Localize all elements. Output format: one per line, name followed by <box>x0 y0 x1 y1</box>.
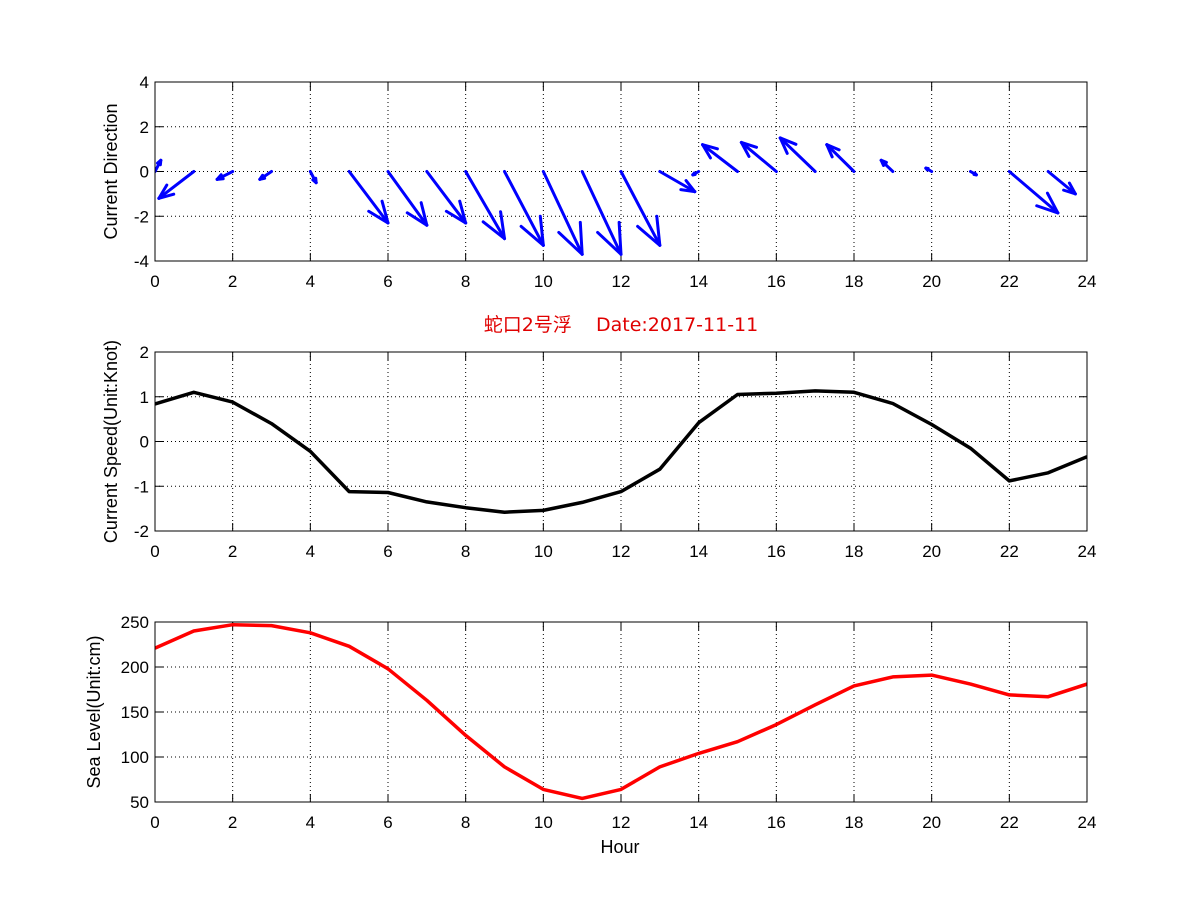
x-tick-label: 2 <box>228 542 237 561</box>
quiver-arrow <box>778 136 817 173</box>
x-tick-label: 12 <box>612 272 631 291</box>
x-tick-label: 16 <box>767 272 786 291</box>
x-tick-label: 4 <box>306 272 315 291</box>
y-tick-label: -4 <box>134 252 149 271</box>
x-tick-label: 8 <box>461 542 470 561</box>
y-axis-label: Sea Level(Unit:cm) <box>84 635 104 788</box>
x-tick-label: 20 <box>922 542 941 561</box>
quiver-arrow <box>619 170 662 247</box>
quiver-arrow <box>541 170 584 256</box>
x-tick-label: 4 <box>306 813 315 832</box>
y-tick-label: 100 <box>121 748 149 767</box>
x-tick-label: 16 <box>767 542 786 561</box>
x-tick-label: 24 <box>1078 542 1097 561</box>
y-tick-label: 50 <box>130 793 149 812</box>
chart-title: 蛇口2号浮 Date:2017-11-11 <box>484 314 758 336</box>
x-tick-label: 22 <box>1000 272 1019 291</box>
y-tick-label: 2 <box>140 118 149 137</box>
quiver-arrow <box>308 170 318 185</box>
x-tick-label: 20 <box>922 813 941 832</box>
axes-frame <box>154 351 1088 532</box>
x-tick-label: 2 <box>228 813 237 832</box>
x-tick-label: 22 <box>1000 813 1019 832</box>
y-tick-label: 4 <box>140 73 149 92</box>
series-line <box>155 389 1087 514</box>
x-tick-label: 8 <box>461 813 470 832</box>
quiver-arrow <box>157 170 196 200</box>
x-tick-label: 10 <box>534 542 553 561</box>
quiver-arrow <box>924 166 934 173</box>
axes-frame <box>154 621 1088 803</box>
quiver-arrow <box>155 158 163 173</box>
quiver-arrow <box>658 170 697 194</box>
quiver-arrow <box>503 170 545 247</box>
y-tick-label: 0 <box>140 433 149 452</box>
quiver-arrow <box>347 170 390 225</box>
quiver-arrow <box>879 158 895 173</box>
x-tick-label: 12 <box>612 542 631 561</box>
y-axis-label: Current Direction <box>101 103 121 239</box>
quiver-arrow <box>825 143 856 173</box>
x-tick-label: 14 <box>689 542 708 561</box>
x-tick-label: 24 <box>1078 272 1097 291</box>
quiver-arrow <box>1046 170 1077 196</box>
quiver-arrow <box>386 170 429 227</box>
x-tick-label: 24 <box>1078 813 1097 832</box>
quiver-arrow <box>691 170 701 177</box>
x-tick-label: 18 <box>845 542 864 561</box>
y-tick-label: 150 <box>121 703 149 722</box>
quiver-arrow <box>215 170 235 181</box>
x-tick-label: 22 <box>1000 542 1019 561</box>
x-tick-label: 0 <box>150 813 159 832</box>
x-tick-label: 14 <box>689 813 708 832</box>
x-tick-label: 10 <box>534 272 553 291</box>
x-tick-label: 4 <box>306 542 315 561</box>
x-tick-label: 0 <box>150 272 159 291</box>
y-tick-label: 1 <box>140 388 149 407</box>
x-tick-label: 10 <box>534 813 553 832</box>
quiver-arrow <box>258 170 273 181</box>
quiver-arrow <box>464 170 506 241</box>
x-tick-label: 8 <box>461 272 470 291</box>
quiver-arrow <box>580 170 623 256</box>
y-tick-label: 200 <box>121 658 149 677</box>
series-group <box>155 136 1077 256</box>
y-tick-label: -1 <box>134 477 149 496</box>
x-tick-label: 6 <box>383 272 392 291</box>
x-tick-label: 14 <box>689 272 708 291</box>
quiver-arrow <box>969 170 978 177</box>
x-tick-label: 6 <box>383 542 392 561</box>
y-axis-label: Current Speed(Unit:Knot) <box>101 340 121 543</box>
x-tick-label: 6 <box>383 813 392 832</box>
y-tick-label: 0 <box>140 163 149 182</box>
x-axis-label: Hour <box>600 837 639 857</box>
quiver-arrow <box>1007 170 1060 215</box>
x-tick-label: 16 <box>767 813 786 832</box>
quiver-arrow <box>701 143 739 173</box>
series-group <box>155 622 1087 801</box>
y-tick-label: -2 <box>134 207 149 226</box>
x-tick-label: 18 <box>845 813 864 832</box>
y-tick-label: -2 <box>134 522 149 541</box>
x-tick-label: 2 <box>228 272 237 291</box>
x-tick-label: 20 <box>922 272 941 291</box>
x-tick-label: 12 <box>612 813 631 832</box>
quiver-arrow <box>739 140 778 173</box>
y-tick-label: 250 <box>121 613 149 632</box>
x-tick-label: 18 <box>845 272 864 291</box>
axes-frame <box>154 81 1088 262</box>
y-tick-label: 2 <box>140 343 149 362</box>
quiver-arrow <box>425 170 468 225</box>
x-tick-label: 0 <box>150 542 159 561</box>
